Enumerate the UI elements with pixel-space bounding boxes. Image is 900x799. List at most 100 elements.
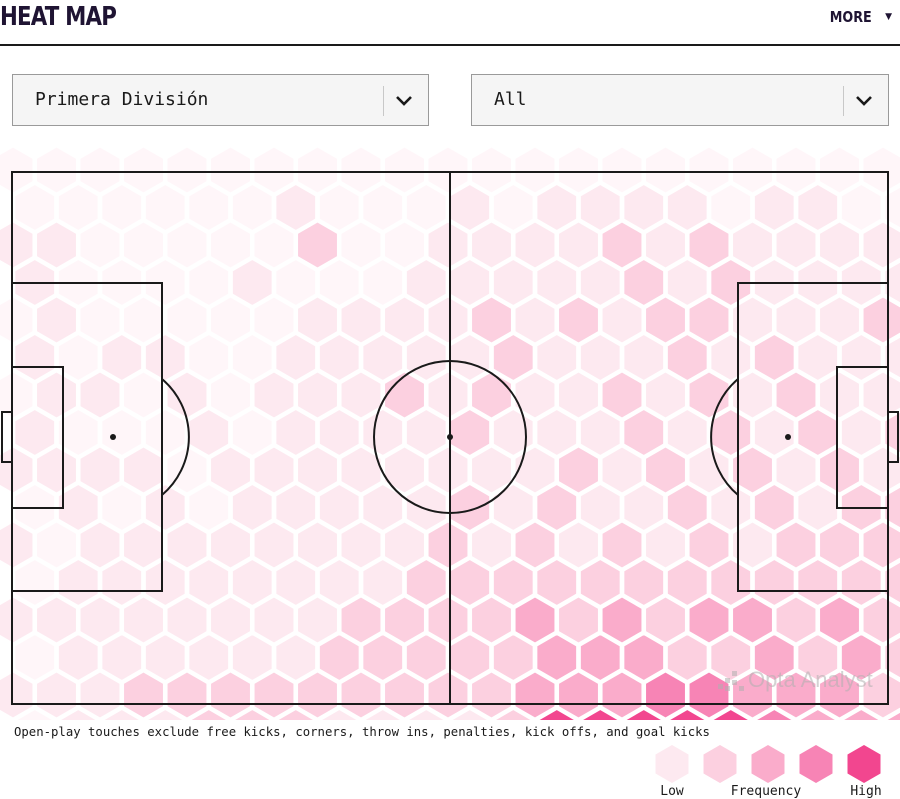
heatmap-hex bbox=[492, 333, 535, 382]
heatmap-hex bbox=[753, 633, 796, 682]
heatmap-hex bbox=[470, 295, 513, 345]
heatmap-hex bbox=[166, 520, 208, 570]
heatmap-hex bbox=[709, 333, 752, 382]
legend-swatch bbox=[799, 745, 833, 783]
heatmap-hex bbox=[862, 220, 900, 270]
heatmap-hex bbox=[274, 333, 317, 382]
center-spot bbox=[447, 434, 453, 440]
legend-high-label: High bbox=[850, 784, 882, 799]
heatmap-hex bbox=[253, 595, 295, 645]
heatmap-hex bbox=[470, 520, 513, 570]
heatmap-hex-layer bbox=[0, 145, 900, 795]
legend: Low Frequency High bbox=[650, 742, 900, 799]
more-menu-button[interactable]: MORE ▼ bbox=[826, 8, 892, 26]
heatmap-hex bbox=[166, 595, 208, 645]
heatmap-hex bbox=[0, 145, 34, 195]
heatmap-hex bbox=[231, 633, 274, 682]
heatmap-hex bbox=[622, 633, 665, 682]
heatmap-hex bbox=[274, 183, 317, 232]
heatmap-hex bbox=[253, 295, 295, 345]
heatmap-hex bbox=[470, 445, 513, 495]
opta-logo: Opta Analyst bbox=[718, 667, 873, 692]
heatmap-hex bbox=[0, 295, 34, 345]
heatmap-hex bbox=[514, 445, 556, 495]
heatmap-hex bbox=[318, 183, 361, 232]
heatmap-hex bbox=[470, 145, 513, 195]
select-divider bbox=[843, 86, 844, 116]
heatmap-hex bbox=[231, 333, 274, 382]
heatmap-hex bbox=[209, 670, 252, 720]
heatmap-hex bbox=[296, 220, 339, 270]
heatmap-hex bbox=[796, 408, 839, 457]
heatmap-hex bbox=[535, 408, 578, 457]
type-select[interactable]: All bbox=[471, 74, 889, 126]
caret-down-icon: ▼ bbox=[885, 12, 892, 22]
heatmap-hex bbox=[688, 220, 730, 270]
heatmap-hex bbox=[383, 370, 426, 420]
heatmap-hex bbox=[340, 145, 382, 195]
left-penalty-spot bbox=[110, 434, 116, 440]
heatmap-hex bbox=[274, 483, 317, 532]
heatmap-hex bbox=[688, 370, 730, 420]
heatmap-hex bbox=[209, 445, 252, 495]
heatmap-hex bbox=[122, 520, 165, 570]
competition-select[interactable]: Primera División bbox=[12, 74, 429, 126]
heatmap-hex bbox=[709, 258, 752, 307]
heatmap-hex bbox=[775, 595, 817, 645]
heatmap-hex bbox=[579, 408, 622, 457]
heatmap-hex bbox=[13, 183, 56, 232]
heatmap-hex bbox=[13, 408, 56, 457]
left-goal bbox=[1, 411, 13, 463]
heatmap-hex bbox=[209, 370, 252, 420]
heatmap-hex bbox=[209, 220, 252, 270]
pitch-spots bbox=[110, 434, 791, 440]
heatmap-hex bbox=[775, 445, 817, 495]
heatmap-hex bbox=[492, 483, 535, 532]
heatmap-hex bbox=[688, 145, 730, 195]
heatmap-hex bbox=[579, 183, 622, 232]
heatmap-hex bbox=[209, 520, 252, 570]
legend-swatch bbox=[847, 745, 881, 783]
heatmap-hex bbox=[601, 145, 643, 195]
heatmap-hex bbox=[166, 445, 208, 495]
heatmap-hex bbox=[666, 408, 709, 457]
heatmap-hex bbox=[622, 333, 665, 382]
heatmap-hex bbox=[622, 483, 665, 532]
heatmap-hex bbox=[601, 220, 643, 270]
heatmap-hex bbox=[166, 295, 208, 345]
heatmap-hex bbox=[340, 445, 382, 495]
footnote: Open-play touches exclude free kicks, co… bbox=[14, 725, 710, 739]
heatmap-hex bbox=[688, 520, 730, 570]
heatmap-hex bbox=[144, 183, 187, 232]
heatmap-hex bbox=[688, 295, 730, 345]
heatmap-hex bbox=[840, 183, 883, 232]
heatmap-hex bbox=[35, 220, 78, 270]
heatmap-hex bbox=[35, 370, 78, 420]
heatmap-hex bbox=[0, 445, 34, 495]
heatmap-hex bbox=[644, 445, 687, 495]
header: HEAT MAP MORE ▼ bbox=[0, 0, 900, 46]
heatmap-hex bbox=[57, 408, 100, 457]
heatmap-hex bbox=[796, 183, 839, 232]
heatmap-hex bbox=[0, 220, 34, 270]
heatmap-hex bbox=[666, 558, 709, 607]
heatmap-hex bbox=[318, 333, 361, 382]
heatmap-hex bbox=[818, 370, 861, 420]
heatmap-hex bbox=[470, 595, 513, 645]
center-circle bbox=[373, 360, 527, 514]
heatmap-hex bbox=[13, 333, 56, 382]
heatmap-hex bbox=[818, 445, 861, 495]
heatmap-hex bbox=[644, 295, 687, 345]
heatmap-hex bbox=[601, 520, 643, 570]
heatmap-hex bbox=[796, 558, 839, 607]
heatmap-hex bbox=[231, 558, 274, 607]
heatmap-hex bbox=[13, 558, 56, 607]
heatmap-hex bbox=[35, 595, 78, 645]
heatmap-hex bbox=[427, 595, 469, 645]
right-penalty-spot bbox=[785, 434, 791, 440]
heatmap-hex bbox=[318, 558, 361, 607]
heatmap-hex bbox=[557, 220, 600, 270]
heatmap-hex bbox=[318, 408, 361, 457]
heatmap-hex bbox=[144, 633, 187, 682]
heatmap-hex bbox=[187, 633, 230, 682]
